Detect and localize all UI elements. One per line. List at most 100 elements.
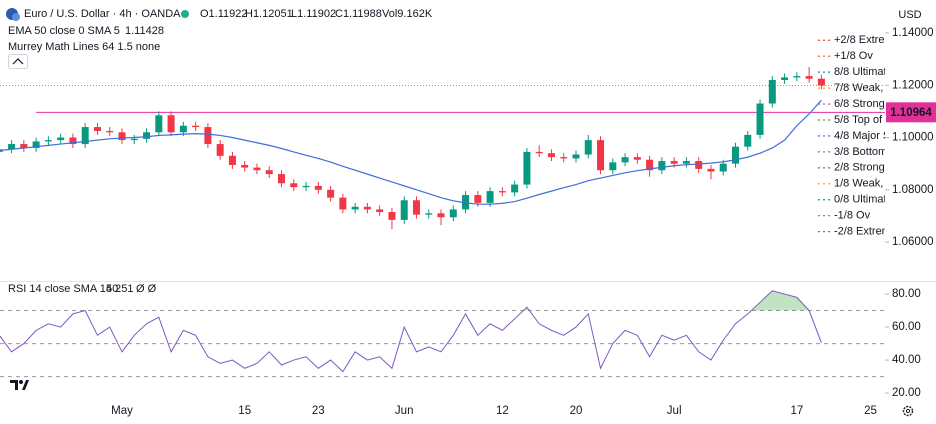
candle-body [486, 191, 494, 203]
candle-body [388, 212, 396, 220]
candle-body [547, 153, 555, 158]
candle-body [719, 163, 727, 172]
candle-body [732, 146, 739, 164]
symbol-icon [6, 8, 20, 21]
x-tick-label: 25 [864, 405, 877, 417]
candle-body [241, 164, 249, 168]
candle-body [216, 144, 224, 156]
candle-body [535, 151, 543, 154]
settings-button[interactable] [902, 405, 914, 417]
x-tick-label: 23 [312, 405, 325, 417]
ohlc: O1.11922 H1.12051 L1.11902 C1.11988 Vol9… [200, 8, 433, 20]
candle-body [670, 161, 678, 164]
rsi-annotation: Ø Ø [136, 283, 157, 295]
candle-body [143, 132, 151, 139]
candle-body [572, 154, 580, 159]
y-tick-label: 80.00 [892, 288, 921, 300]
candle-body [682, 161, 690, 164]
volume: Vol9.162K [382, 8, 433, 20]
x-tick-label: Jun [395, 405, 414, 417]
candle-body [707, 168, 715, 172]
candle-body [167, 115, 175, 133]
candle-body [93, 127, 101, 131]
murrey-label: -1/8 Ov [834, 210, 871, 222]
candle-body [106, 130, 114, 133]
ohlc-open: O1.11922 [200, 8, 248, 20]
y-tick-label: 1.12000 [892, 79, 934, 91]
candle-body [32, 141, 40, 148]
murrey-label: +1/8 Ov [834, 50, 873, 62]
candle-body [351, 206, 359, 210]
logo [10, 380, 29, 390]
candle-body [253, 167, 261, 171]
y-tick-label: 40.00 [892, 354, 921, 366]
candle-body [69, 137, 77, 145]
candle-body [265, 170, 273, 175]
murrey-label: 5/8 Top of tra [834, 114, 899, 126]
ohlc-close: C1.11988 [335, 8, 382, 20]
candle-body [756, 103, 764, 135]
candle-body [609, 162, 617, 171]
candle-body [425, 213, 433, 215]
level-price-label: 1.10964 [890, 107, 932, 119]
murrey-label: 4/8 Major S/R [834, 130, 901, 142]
candle-body [633, 157, 641, 160]
y-tick-label: 1.10000 [892, 132, 934, 144]
murrey-label: -2/8 Extrem [834, 226, 891, 238]
rsi-pane [0, 290, 885, 378]
level-price-tag [886, 102, 936, 123]
candle-body [400, 200, 408, 220]
x-tick-label: 12 [496, 405, 509, 417]
x-tick-label: May [111, 405, 133, 417]
rsi-value: 50.51 [106, 283, 134, 295]
murrey-label: 3/8 Bottom of t [834, 146, 906, 158]
collapse-button[interactable] [8, 54, 28, 69]
candle-body [511, 184, 519, 193]
candle-body [584, 140, 592, 155]
candle-body [278, 174, 286, 184]
candle-body [363, 206, 371, 210]
candle-body [155, 115, 163, 133]
candle-body [437, 213, 445, 218]
rsi-title: RSI 14 close SMA 14 2 [8, 283, 121, 295]
candle-body [498, 191, 506, 193]
candle-body [781, 77, 789, 80]
candle-body [44, 140, 52, 142]
ohlc-low: L1.11902 [291, 8, 336, 20]
overbought-fill [523, 290, 810, 311]
candle-body [474, 195, 482, 203]
x-tick-label: Jul [667, 405, 682, 417]
x-tick-label: 20 [570, 405, 583, 417]
candle-body [449, 209, 457, 218]
candle-body [192, 125, 200, 128]
candle-body [805, 76, 813, 79]
murrey-label: 6/8 Strong pi [834, 98, 896, 110]
candle-body [646, 159, 654, 171]
candle-body [81, 127, 89, 145]
candle-body [462, 195, 470, 210]
candle-body [621, 157, 629, 163]
currency: USD [898, 9, 921, 21]
candle-body [658, 161, 666, 171]
candle-body [204, 127, 212, 145]
axes: 1.06000 1.08000 1.10000 1.12000 1.14000 1.109… [111, 27, 936, 417]
murrey-label: 0/8 Ultimat [834, 194, 887, 206]
candle-body [302, 185, 310, 188]
symbol-title: Euro / U.S. Dollar · 4h · OANDA [24, 8, 181, 20]
candle-body [597, 140, 605, 171]
candle-body [228, 155, 236, 165]
x-tick-label: 17 [790, 405, 803, 417]
candle-body [523, 151, 531, 185]
candle-body [130, 138, 138, 141]
y-tick-label: 60.00 [892, 321, 921, 333]
murrey-label: 1/8 Weak, Sto [834, 178, 903, 190]
murrey-label: 8/8 Ultimate [834, 66, 893, 78]
candle-body [793, 76, 801, 78]
ema-line [0, 99, 822, 205]
candle-body [339, 197, 347, 210]
murrey-label: 2/8 Strong, Pi [834, 162, 901, 174]
candle-body [768, 80, 776, 104]
